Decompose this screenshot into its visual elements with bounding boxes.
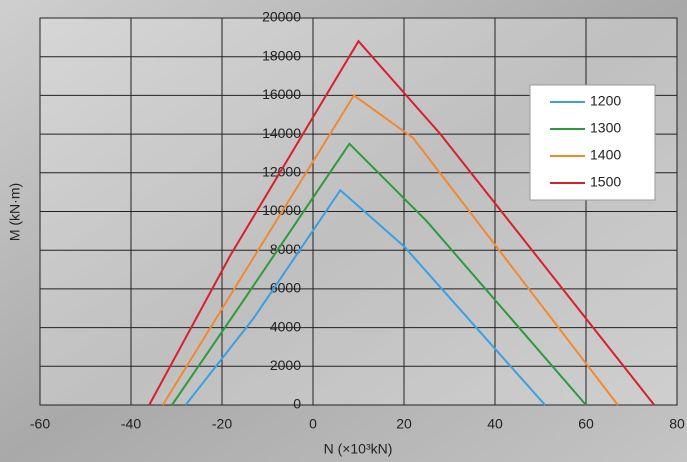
y-axis-label: M (kN·m) [7,183,23,241]
x-tick-label: 40 [487,416,503,432]
x-tick-label: -40 [121,416,141,432]
y-tick-label: 20000 [262,9,301,25]
x-tick-label: 20 [396,416,412,432]
y-tick-label: 16000 [262,86,301,102]
y-tick-label: 2000 [270,357,301,373]
y-tick-label: 10000 [262,202,301,218]
chart: M (kN·m) N (×10³kN) 02000400060008000100… [0,0,687,462]
x-tick-label: 80 [669,416,685,432]
y-tick-label: 18000 [262,47,301,63]
x-axis-label: N (×10³kN) [324,441,393,457]
legend-label: 1400 [590,147,621,163]
y-tick-label: 4000 [270,318,301,334]
y-tick-label: 14000 [262,125,301,141]
y-tick-label: 0 [293,396,301,412]
x-tick-label: -60 [30,416,50,432]
legend: 1200 1300 1400 1500 [530,85,655,200]
x-tick-label: -20 [212,416,232,432]
legend-label: 1300 [590,120,621,136]
x-tick-label: 0 [309,416,317,432]
x-tick-label: 60 [578,416,594,432]
legend-label: 1200 [590,93,621,109]
legend-label: 1500 [590,174,621,190]
